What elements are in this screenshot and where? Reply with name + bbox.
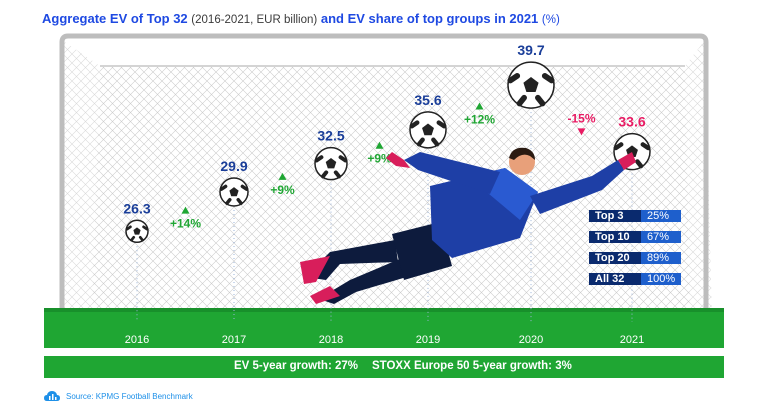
growth-label: +12% [464, 112, 495, 126]
data-label: 39.7 [517, 42, 544, 58]
share-value: 89% [641, 251, 681, 264]
share-label: All 32 [589, 272, 641, 285]
source-note: Source: KPMG Football Benchmark [44, 390, 193, 402]
football-marker [314, 146, 348, 181]
title-secondary: and EV share of top groups in 2021 [320, 11, 539, 26]
title-units: (2016-2021, EUR billion) [191, 14, 318, 26]
up-arrow-icon [375, 141, 384, 149]
growth-label: +9% [367, 152, 392, 166]
goal-frame [59, 33, 709, 318]
ev-share-row: Top 20 89% [589, 247, 681, 268]
growth-indicator: +9% [270, 172, 295, 197]
source-text: Source: KPMG Football Benchmark [66, 391, 193, 401]
goal-net-left-side [62, 40, 100, 320]
title-percent-unit: (%) [541, 14, 560, 26]
ev-growth-text: EV 5-year growth: 27% [234, 360, 358, 372]
x-tick-label: 2018 [319, 334, 343, 346]
title-main: Aggregate EV of Top 32 [42, 11, 188, 26]
growth-indicator: +9% [367, 141, 392, 166]
up-arrow-icon [475, 102, 484, 110]
football-marker [219, 177, 249, 207]
stoxx-growth-text: STOXX Europe 50 5-year growth: 3% [372, 360, 572, 372]
football-marker [409, 111, 447, 149]
ev-share-row: Top 10 67% [589, 226, 681, 247]
football-marker [507, 61, 555, 109]
x-tick-label: 2020 [519, 334, 543, 346]
growth-label: +14% [170, 217, 201, 231]
ev-share-table: Top 3 25% Top 10 67% Top 20 89% All 32 1… [589, 205, 681, 289]
football-marker [125, 219, 149, 244]
data-label: 35.6 [414, 92, 441, 108]
x-tick-label: 2016 [125, 334, 149, 346]
ev-share-row: Top 3 25% [589, 205, 681, 226]
x-tick-label: 2017 [222, 334, 246, 346]
growth-summary-bar: EV 5-year growth: 27% STOXX Europe 50 5-… [44, 356, 724, 378]
share-value: 67% [641, 230, 681, 243]
growth-indicator: +14% [170, 206, 201, 231]
x-tick-label: 2019 [416, 334, 440, 346]
goalkeeper-figure [300, 147, 636, 304]
goal-net [92, 66, 690, 310]
data-label: 33.6 [618, 114, 645, 130]
cloud-chart-icon [44, 391, 60, 401]
data-label: 26.3 [123, 200, 150, 216]
growth-indicator: -15% [567, 111, 596, 136]
growth-label: +9% [270, 183, 295, 197]
share-label: Top 20 [589, 251, 641, 264]
growth-indicator: +12% [464, 102, 495, 126]
share-value: 25% [641, 209, 681, 222]
ev-share-row: All 32 100% [589, 268, 681, 289]
chart-title: Aggregate EV of Top 32 (2016-2021, EUR b… [42, 11, 560, 26]
growth-label: -15% [567, 111, 595, 125]
x-tick-label: 2021 [620, 334, 644, 346]
down-arrow-icon [577, 128, 586, 136]
data-label: 32.5 [317, 128, 344, 144]
share-value: 100% [641, 272, 681, 285]
share-label: Top 3 [589, 209, 641, 222]
data-label: 29.9 [220, 158, 247, 174]
up-arrow-icon [278, 172, 287, 180]
up-arrow-icon [181, 206, 190, 214]
field-strip [44, 308, 724, 348]
share-label: Top 10 [589, 230, 641, 243]
